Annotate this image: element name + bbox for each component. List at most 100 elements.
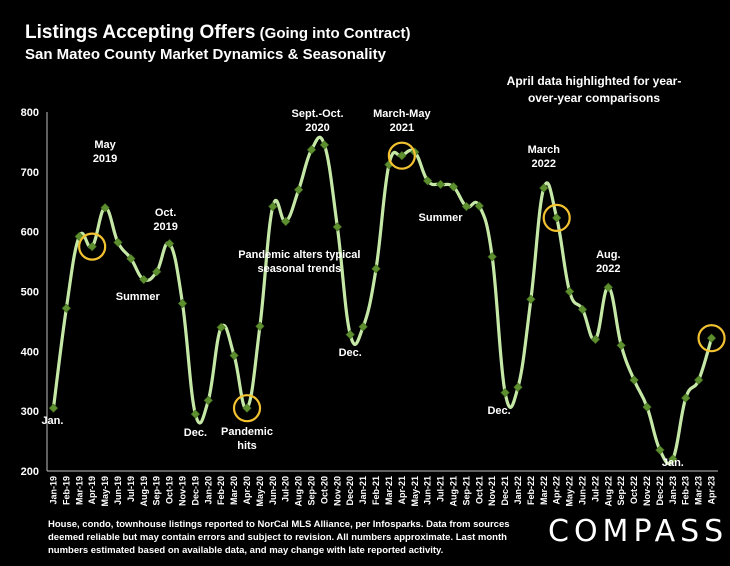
annotation-line: 2022	[596, 263, 620, 275]
chart-annotation: Jan.	[41, 415, 63, 427]
chart-annotation: Dec.	[339, 347, 362, 359]
annotation-line: March	[528, 144, 561, 156]
data-point	[242, 403, 252, 413]
x-tick-label: Sep-21	[461, 476, 471, 506]
x-tick-label: Jul-19	[126, 476, 136, 502]
annotation-line: Pandemic alters typical	[238, 249, 360, 261]
x-tick-label: Apr-23	[707, 476, 717, 505]
data-point	[100, 203, 110, 213]
data-point	[577, 304, 588, 315]
x-tick-label: Mar-22	[539, 476, 549, 505]
x-tick-label: Jan-23	[668, 476, 678, 505]
annotation-line: 2019	[93, 153, 117, 165]
april-highlight-circle	[542, 203, 571, 233]
annotation-line: Dec.	[487, 405, 510, 417]
data-point	[487, 252, 497, 262]
annotation-line: seasonal trends	[257, 263, 341, 275]
chart-annotation: March-May 2021	[373, 108, 431, 134]
x-tick-label: Jan-20	[203, 476, 213, 505]
data-point	[603, 282, 613, 292]
data-point	[281, 216, 291, 227]
data-point	[526, 294, 536, 304]
data-point	[681, 393, 691, 403]
data-point	[139, 274, 149, 285]
data-point	[461, 201, 471, 212]
x-tick-label: May-22	[565, 476, 575, 507]
x-tick-label: Feb-21	[371, 476, 381, 505]
x-tick-label: Mar-20	[229, 476, 239, 505]
data-point	[539, 183, 549, 193]
data-point	[319, 140, 330, 150]
annotation-line: March-May	[373, 108, 431, 120]
x-tick-label: Feb-23	[681, 476, 691, 505]
annotation-line: Pandemic	[221, 426, 273, 438]
data-point	[668, 454, 678, 464]
x-tick-label: Jan-19	[48, 476, 58, 505]
data-point	[642, 402, 652, 412]
x-tick-label: May-21	[410, 476, 420, 507]
data-point	[126, 253, 136, 264]
x-tick-label: Mar-21	[384, 476, 394, 505]
y-tick-label: 300	[21, 406, 39, 418]
annotation-line: Aug.	[596, 249, 620, 261]
data-point	[345, 329, 355, 340]
y-tick-label: 400	[21, 346, 39, 358]
data-point	[358, 322, 368, 332]
data-point	[113, 237, 123, 248]
april-highlights	[78, 141, 726, 423]
annotation-line: 2022	[532, 158, 556, 170]
chart-subtitle: San Mateo County Market Dynamics & Seaso…	[25, 46, 386, 63]
april-highlight-circle	[387, 141, 416, 170]
annotations: Jan. May 2019 Summer Oct. 2019 Dec. Pandemic hit…	[41, 108, 683, 469]
data-point	[435, 179, 446, 190]
x-axis-ticks: Jan-19 Feb-19 Mar-19 Apr-19 May-19 Jun-19 Jul-…	[48, 476, 716, 507]
data-point	[616, 340, 626, 350]
x-tick-label: Jul-22	[590, 476, 600, 502]
x-tick-label: Aug-21	[448, 476, 458, 507]
annotation-line: Sept.-Oct.	[292, 108, 344, 120]
x-tick-label: Jun-21	[423, 476, 433, 505]
data-point	[177, 298, 188, 309]
x-tick-label: May-19	[100, 476, 110, 507]
data-point	[255, 321, 265, 331]
axes	[46, 112, 718, 472]
data-point	[397, 151, 407, 161]
annotation-line: Dec.	[339, 347, 362, 359]
x-tick-label: Sep-22	[616, 476, 626, 506]
chart-annotation: Pandemic hits	[221, 426, 273, 452]
annotation-line: Jan.	[662, 457, 684, 469]
data-point	[268, 201, 278, 212]
x-tick-label: Feb-19	[61, 476, 71, 505]
data-point	[306, 145, 317, 155]
y-tick-label: 600	[21, 227, 39, 239]
x-tick-label: Aug-22	[603, 476, 613, 507]
y-tick-label: 800	[21, 107, 39, 119]
april-highlight-circle	[78, 232, 107, 261]
x-tick-label: Feb-22	[526, 476, 536, 505]
x-tick-label: Oct-21	[474, 476, 484, 504]
data-point	[474, 201, 484, 211]
data-point	[371, 264, 381, 274]
data-point	[152, 267, 162, 277]
chart-annotation: Sept.-Oct. 2020	[292, 108, 344, 134]
annotation-line: 2020	[305, 122, 329, 134]
chart-annotation: Oct. 2019	[153, 207, 177, 233]
chart-annotation: Dec.	[184, 427, 207, 439]
data-point	[216, 322, 226, 333]
x-tick-label: Jul-20	[281, 476, 291, 502]
x-tick-label: Dec-20	[345, 476, 355, 506]
chart-annotation: Jan.	[662, 457, 684, 469]
x-tick-label: Nov-19	[177, 476, 187, 506]
y-axis-ticks: 200 300 400 500 600 700 800	[21, 107, 39, 478]
x-tick-label: Apr-21	[397, 476, 407, 505]
data-point	[694, 375, 704, 385]
x-tick-label: Nov-22	[642, 476, 652, 506]
annotation-line: Jan.	[41, 415, 63, 427]
x-tick-label: Jan-22	[513, 476, 523, 505]
annotation-line: Dec.	[184, 427, 207, 439]
x-tick-label: Apr-22	[552, 476, 562, 505]
x-tick-label: Oct-20	[319, 476, 329, 504]
chart-title-paren: (Going into Contract)	[255, 25, 411, 42]
data-point	[706, 333, 717, 343]
data-markers	[48, 140, 717, 464]
